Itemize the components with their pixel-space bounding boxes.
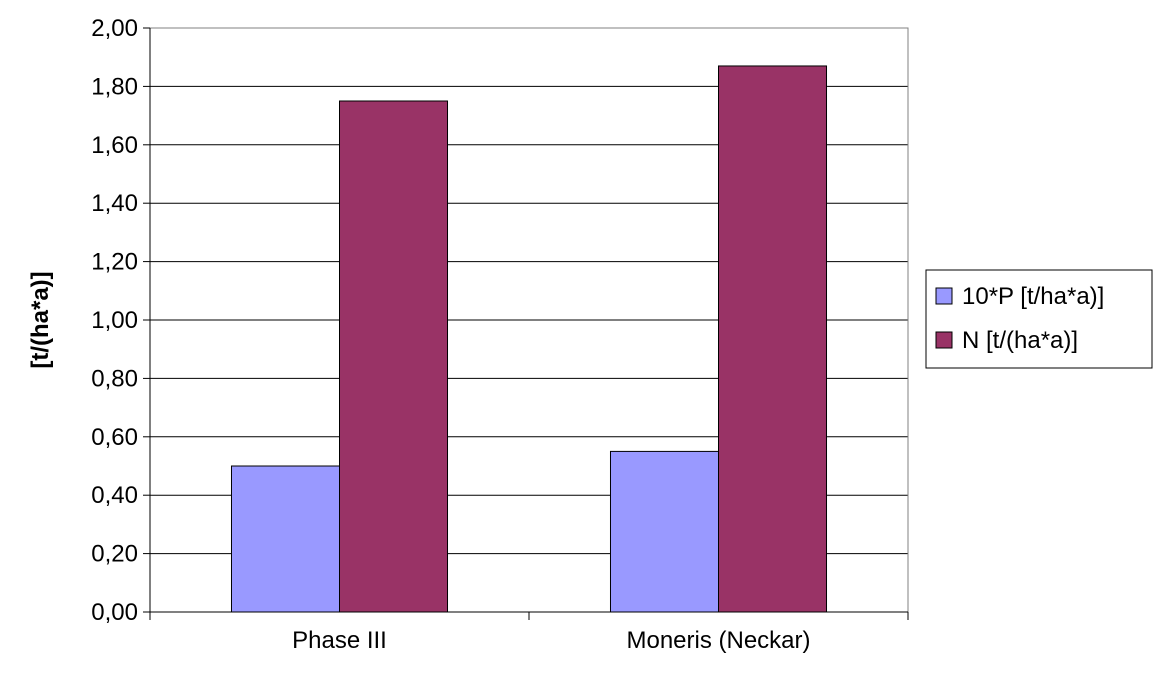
axes <box>143 27 909 620</box>
y-tick-label: 1,80 <box>91 73 138 100</box>
y-tick-label: 0,20 <box>91 541 138 568</box>
y-tick-label: 0,40 <box>91 482 138 509</box>
bars <box>230 65 828 613</box>
bar-p-0 <box>230 465 340 613</box>
y-tick-label: 2,00 <box>91 15 138 42</box>
legend-swatch-n <box>935 331 953 349</box>
x-tick-label: Phase III <box>292 627 387 654</box>
y-tick-label: 0,60 <box>91 424 138 451</box>
y-tick-label: 0,00 <box>91 599 138 626</box>
legend: 10*P [t/ha*a)] N [t/(ha*a)] <box>925 269 1153 369</box>
y-tick-label: 1,60 <box>91 132 138 159</box>
bar-n-0 <box>339 100 449 613</box>
bar-p-1 <box>609 450 719 613</box>
legend-box <box>925 269 1153 369</box>
x-tick-label: Moneris (Neckar) <box>626 627 810 654</box>
y-axis-title: [t/(ha*a)] <box>27 271 54 368</box>
y-tick-label: 1,20 <box>91 249 138 276</box>
x-tick-labels: Phase III Moneris (Neckar) <box>292 627 810 654</box>
y-tick-labels: 0,00 0,20 0,40 0,60 0,80 1,00 1,20 1,40 1,60 1,80… <box>91 15 138 626</box>
y-tick-label: 1,40 <box>91 190 138 217</box>
legend-swatch-p <box>935 287 953 305</box>
y-tick-label: 0,80 <box>91 365 138 392</box>
legend-label-p: 10*P [t/ha*a)] <box>962 283 1104 310</box>
y-tick-label: 1,00 <box>91 307 138 334</box>
bar-n-1 <box>718 65 828 613</box>
legend-label-n: N [t/(ha*a)] <box>962 327 1078 354</box>
